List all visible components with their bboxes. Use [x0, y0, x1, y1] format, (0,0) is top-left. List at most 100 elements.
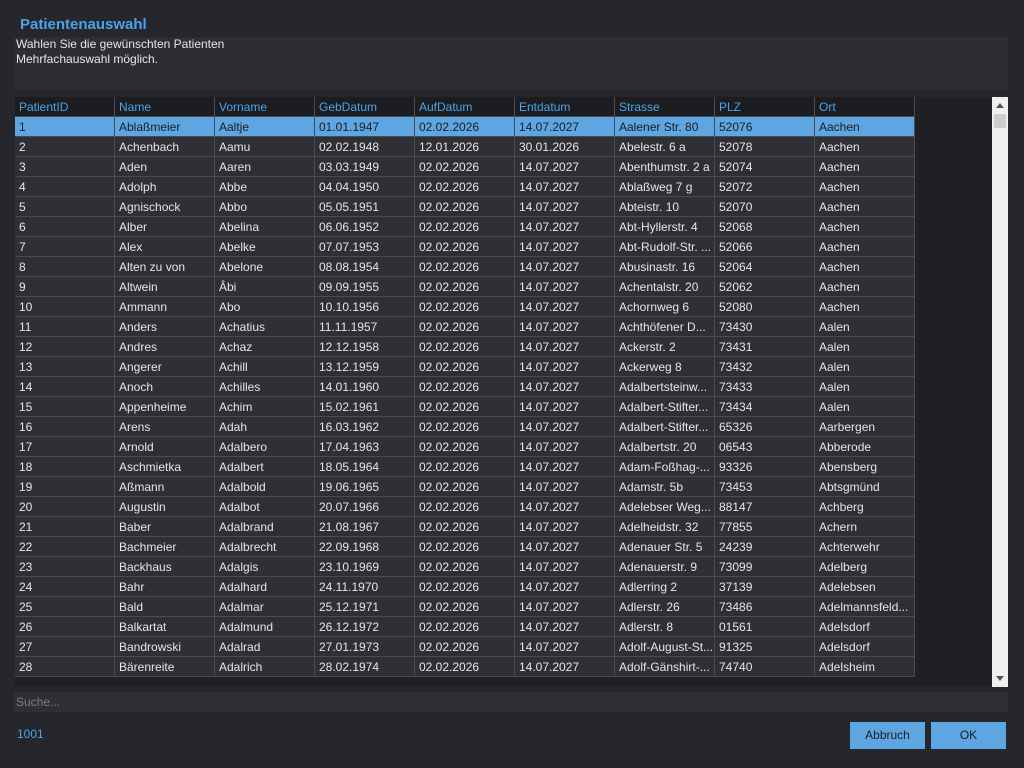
- table-cell[interactable]: 02.02.2026: [415, 297, 515, 317]
- table-cell[interactable]: 15.02.1961: [315, 397, 415, 417]
- table-cell[interactable]: Adalrich: [215, 657, 315, 677]
- table-cell[interactable]: Aden: [115, 157, 215, 177]
- table-cell[interactable]: 25: [15, 597, 115, 617]
- column-header[interactable]: PLZ: [715, 97, 815, 117]
- table-cell[interactable]: 52072: [715, 177, 815, 197]
- table-cell[interactable]: 73486: [715, 597, 815, 617]
- table-cell[interactable]: 14.01.1960: [315, 377, 415, 397]
- table-cell[interactable]: Adalmund: [215, 617, 315, 637]
- scrollbar[interactable]: [992, 97, 1008, 687]
- cancel-button[interactable]: Abbruch: [850, 722, 925, 749]
- table-cell[interactable]: Bandrowski: [115, 637, 215, 657]
- table-cell[interactable]: 73453: [715, 477, 815, 497]
- table-cell[interactable]: 26: [15, 617, 115, 637]
- table-cell[interactable]: Bahr: [115, 577, 215, 597]
- table-cell[interactable]: 02.02.2026: [415, 217, 515, 237]
- table-cell[interactable]: Ablaßmeier: [115, 117, 215, 137]
- scroll-thumb[interactable]: [994, 114, 1006, 128]
- column-header[interactable]: PatientID: [15, 97, 115, 117]
- table-cell[interactable]: 18: [15, 457, 115, 477]
- table-cell[interactable]: Aachen: [815, 277, 915, 297]
- table-cell[interactable]: Adalgis: [215, 557, 315, 577]
- table-cell[interactable]: Aalen: [815, 357, 915, 377]
- table-cell[interactable]: 14.07.2027: [515, 317, 615, 337]
- table-cell[interactable]: 52064: [715, 257, 815, 277]
- table-cell[interactable]: 20.07.1966: [315, 497, 415, 517]
- table-cell[interactable]: 14.07.2027: [515, 397, 615, 417]
- table-cell[interactable]: Achilles: [215, 377, 315, 397]
- table-cell[interactable]: Altwein: [115, 277, 215, 297]
- ok-button[interactable]: OK: [931, 722, 1006, 749]
- table-cell[interactable]: 07.07.1953: [315, 237, 415, 257]
- table-cell[interactable]: 15: [15, 397, 115, 417]
- table-cell[interactable]: 02.02.2026: [415, 597, 515, 617]
- table-cell[interactable]: Aarbergen: [815, 417, 915, 437]
- table-cell[interactable]: 13.12.1959: [315, 357, 415, 377]
- table-cell[interactable]: Abteistr. 10: [615, 197, 715, 217]
- table-cell[interactable]: Aalen: [815, 377, 915, 397]
- table-cell[interactable]: 14.07.2027: [515, 117, 615, 137]
- table-cell[interactable]: 02.02.2026: [415, 117, 515, 137]
- table-cell[interactable]: Aalener Str. 80: [615, 117, 715, 137]
- table-cell[interactable]: Adalbold: [215, 477, 315, 497]
- table-cell[interactable]: 14.07.2027: [515, 497, 615, 517]
- table-cell[interactable]: 02.02.2026: [415, 417, 515, 437]
- table-cell[interactable]: Achenbach: [115, 137, 215, 157]
- table-cell[interactable]: 14.07.2027: [515, 657, 615, 677]
- table-cell[interactable]: 23: [15, 557, 115, 577]
- table-cell[interactable]: Adelsdorf: [815, 617, 915, 637]
- table-cell[interactable]: Adalbero: [215, 437, 315, 457]
- table-cell[interactable]: Alten zu von: [115, 257, 215, 277]
- table-cell[interactable]: 21: [15, 517, 115, 537]
- table-cell[interactable]: 17: [15, 437, 115, 457]
- table-cell[interactable]: Achornweg 6: [615, 297, 715, 317]
- table-cell[interactable]: Anders: [115, 317, 215, 337]
- table-cell[interactable]: 10.10.1956: [315, 297, 415, 317]
- table-cell[interactable]: 93326: [715, 457, 815, 477]
- table-cell[interactable]: Adamstr. 5b: [615, 477, 715, 497]
- table-cell[interactable]: Adelsheim: [815, 657, 915, 677]
- table-cell[interactable]: 7: [15, 237, 115, 257]
- table-cell[interactable]: 1: [15, 117, 115, 137]
- table-cell[interactable]: 26.12.1972: [315, 617, 415, 637]
- table-cell[interactable]: 14.07.2027: [515, 577, 615, 597]
- table-cell[interactable]: 14.07.2027: [515, 257, 615, 277]
- table-cell[interactable]: 06543: [715, 437, 815, 457]
- table-cell[interactable]: 73433: [715, 377, 815, 397]
- table-cell[interactable]: 14.07.2027: [515, 537, 615, 557]
- table-cell[interactable]: Appenheime: [115, 397, 215, 417]
- table-cell[interactable]: 12: [15, 337, 115, 357]
- table-cell[interactable]: 14.07.2027: [515, 457, 615, 477]
- table-cell[interactable]: Abelone: [215, 257, 315, 277]
- table-cell[interactable]: 25.12.1971: [315, 597, 415, 617]
- table-cell[interactable]: Adalbertstr. 20: [615, 437, 715, 457]
- table-cell[interactable]: Aalen: [815, 397, 915, 417]
- table-cell[interactable]: 19: [15, 477, 115, 497]
- table-cell[interactable]: Adalbert-Stifter...: [615, 417, 715, 437]
- table-cell[interactable]: Ackerweg 8: [615, 357, 715, 377]
- table-cell[interactable]: 12.12.1958: [315, 337, 415, 357]
- table-cell[interactable]: 14.07.2027: [515, 337, 615, 357]
- table-cell[interactable]: 24.11.1970: [315, 577, 415, 597]
- table-cell[interactable]: 14.07.2027: [515, 297, 615, 317]
- table-cell[interactable]: 14.07.2027: [515, 557, 615, 577]
- column-header[interactable]: AufDatum: [415, 97, 515, 117]
- table-cell[interactable]: 37139: [715, 577, 815, 597]
- table-cell[interactable]: 11: [15, 317, 115, 337]
- table-cell[interactable]: Bärenreite: [115, 657, 215, 677]
- table-cell[interactable]: Achterwehr: [815, 537, 915, 557]
- table-cell[interactable]: 14.07.2027: [515, 637, 615, 657]
- table-cell[interactable]: Aachen: [815, 297, 915, 317]
- table-cell[interactable]: Alber: [115, 217, 215, 237]
- table-cell[interactable]: 22: [15, 537, 115, 557]
- table-cell[interactable]: 02.02.2026: [415, 357, 515, 377]
- table-cell[interactable]: Anoch: [115, 377, 215, 397]
- table-cell[interactable]: Backhaus: [115, 557, 215, 577]
- column-header[interactable]: Entdatum: [515, 97, 615, 117]
- table-cell[interactable]: Aachen: [815, 237, 915, 257]
- table-cell[interactable]: Aschmietka: [115, 457, 215, 477]
- table-cell[interactable]: 88147: [715, 497, 815, 517]
- table-cell[interactable]: 05.05.1951: [315, 197, 415, 217]
- table-cell[interactable]: 27: [15, 637, 115, 657]
- table-cell[interactable]: 52068: [715, 217, 815, 237]
